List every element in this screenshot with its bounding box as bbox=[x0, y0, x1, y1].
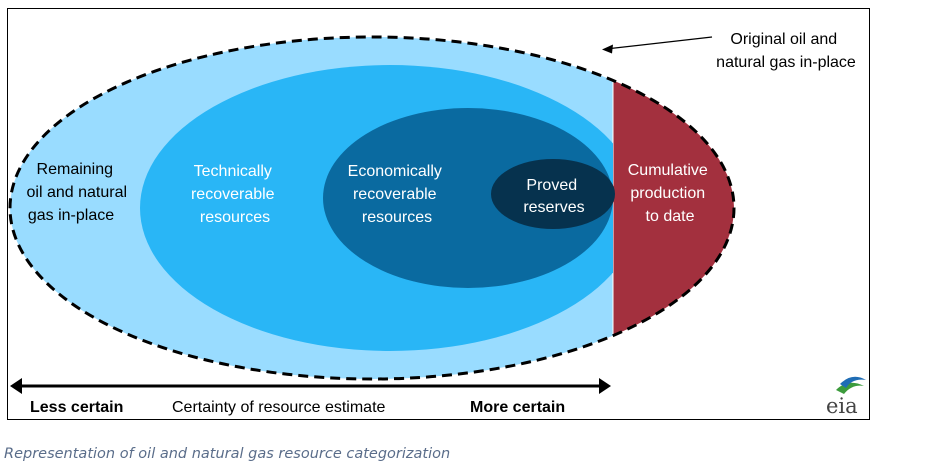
technical-label: Technically recoverable resources bbox=[191, 163, 279, 226]
proved-label: Proved reserves bbox=[523, 177, 584, 216]
eia-logo-text: eia bbox=[826, 394, 858, 418]
original-in-place-outline bbox=[8, 35, 736, 381]
original-label: Original oil and natural gas in-place bbox=[716, 31, 856, 71]
original-pointer-arrow bbox=[605, 36, 713, 50]
certainty-axis-left-arrowhead bbox=[10, 378, 22, 394]
cumulative-production-region bbox=[613, 80, 734, 336]
economically-recoverable-region bbox=[323, 108, 613, 288]
original-pointer-arrowhead bbox=[602, 44, 613, 54]
proved-reserves-region bbox=[491, 159, 615, 229]
figure-caption: Representation of oil and natural gas re… bbox=[4, 446, 451, 462]
cumulative-label: Cumulative production to date bbox=[628, 162, 712, 225]
less-certain-label: Less certain bbox=[30, 399, 123, 416]
eia-logo: eia bbox=[826, 376, 866, 418]
economic-label: Economically recoverable resources bbox=[348, 163, 447, 226]
certainty-axis-right-arrowhead bbox=[599, 378, 611, 394]
more-certain-label: More certain bbox=[470, 399, 565, 416]
certainty-axis-label: Certainty of resource estimate bbox=[172, 399, 386, 416]
remaining-label: Remaining oil and natural gas in-place bbox=[27, 161, 132, 224]
